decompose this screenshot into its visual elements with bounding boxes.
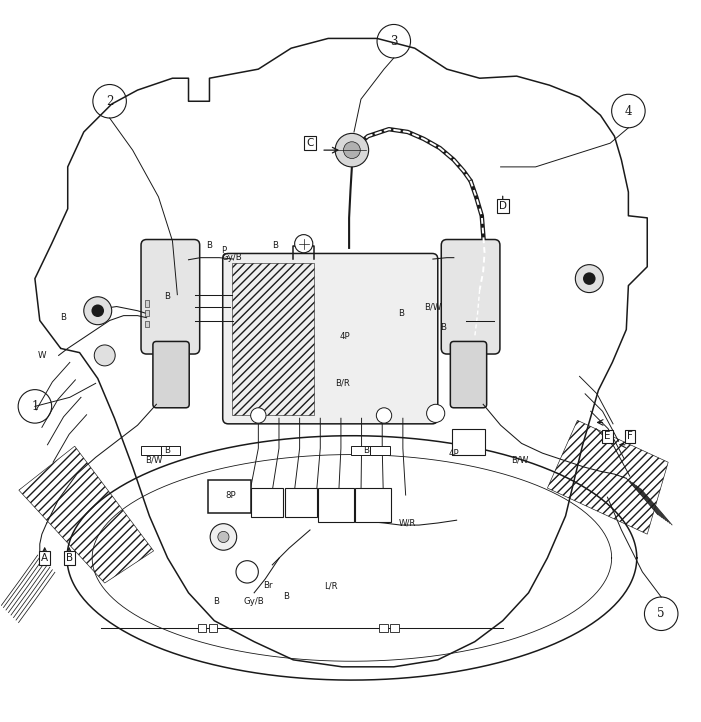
- Circle shape: [218, 531, 229, 542]
- Text: E: E: [604, 432, 611, 441]
- Text: B/W: B/W: [511, 456, 528, 465]
- Text: 4P: 4P: [449, 448, 459, 458]
- Text: B: B: [272, 241, 278, 251]
- FancyBboxPatch shape: [208, 480, 252, 513]
- Text: W/R: W/R: [399, 518, 416, 528]
- Circle shape: [210, 523, 237, 550]
- Bar: [232, 264, 314, 415]
- FancyBboxPatch shape: [285, 488, 317, 518]
- Text: B: B: [165, 292, 170, 301]
- Bar: [161, 446, 180, 455]
- Text: B: B: [165, 446, 170, 455]
- FancyBboxPatch shape: [452, 430, 484, 455]
- FancyBboxPatch shape: [252, 488, 283, 518]
- Text: B/W: B/W: [145, 456, 163, 465]
- Text: 3: 3: [390, 35, 397, 48]
- Text: P: P: [221, 246, 226, 255]
- Bar: [144, 300, 149, 307]
- FancyBboxPatch shape: [450, 342, 486, 408]
- Bar: [390, 624, 399, 632]
- Text: 8P: 8P: [225, 490, 236, 500]
- Text: B: B: [363, 446, 369, 455]
- FancyBboxPatch shape: [223, 253, 438, 424]
- Bar: [370, 446, 390, 455]
- FancyBboxPatch shape: [153, 342, 189, 408]
- Text: B: B: [60, 313, 66, 322]
- Text: B/R: B/R: [334, 379, 350, 388]
- Circle shape: [251, 408, 266, 423]
- FancyBboxPatch shape: [318, 488, 354, 521]
- Text: B/W: B/W: [424, 302, 442, 311]
- FancyBboxPatch shape: [141, 240, 200, 354]
- Text: B: B: [397, 309, 404, 318]
- Text: 1: 1: [32, 400, 39, 413]
- Text: Gy/B: Gy/B: [222, 253, 242, 262]
- Circle shape: [583, 272, 596, 285]
- Bar: [209, 624, 217, 632]
- Bar: [144, 310, 149, 316]
- Text: D: D: [498, 201, 507, 211]
- Text: C: C: [306, 138, 313, 148]
- Text: 5: 5: [658, 607, 665, 620]
- Circle shape: [576, 265, 604, 292]
- Bar: [232, 264, 314, 415]
- Text: 4P: 4P: [339, 332, 350, 341]
- Bar: [141, 446, 161, 455]
- Circle shape: [335, 134, 369, 167]
- Circle shape: [376, 408, 392, 423]
- Text: 4: 4: [625, 105, 632, 118]
- Circle shape: [236, 561, 259, 583]
- Bar: [198, 624, 206, 632]
- Text: B: B: [66, 553, 73, 563]
- Circle shape: [294, 235, 313, 253]
- Circle shape: [343, 142, 360, 159]
- Text: B: B: [213, 597, 219, 606]
- Text: B: B: [283, 593, 290, 601]
- Text: W: W: [38, 351, 46, 360]
- FancyBboxPatch shape: [355, 488, 391, 521]
- Bar: [379, 624, 388, 632]
- Text: F: F: [627, 432, 633, 441]
- Text: Gy/B: Gy/B: [244, 597, 264, 606]
- Text: L/R: L/R: [324, 581, 338, 591]
- FancyBboxPatch shape: [441, 240, 500, 354]
- Text: 2: 2: [106, 95, 114, 108]
- Text: Br: Br: [264, 581, 273, 591]
- Text: B: B: [440, 323, 446, 332]
- Bar: [144, 321, 149, 328]
- Text: B: B: [207, 241, 212, 251]
- Circle shape: [91, 305, 104, 317]
- Text: A: A: [41, 553, 48, 563]
- Circle shape: [84, 297, 111, 325]
- Bar: [350, 446, 370, 455]
- Circle shape: [427, 404, 444, 422]
- Circle shape: [94, 345, 115, 366]
